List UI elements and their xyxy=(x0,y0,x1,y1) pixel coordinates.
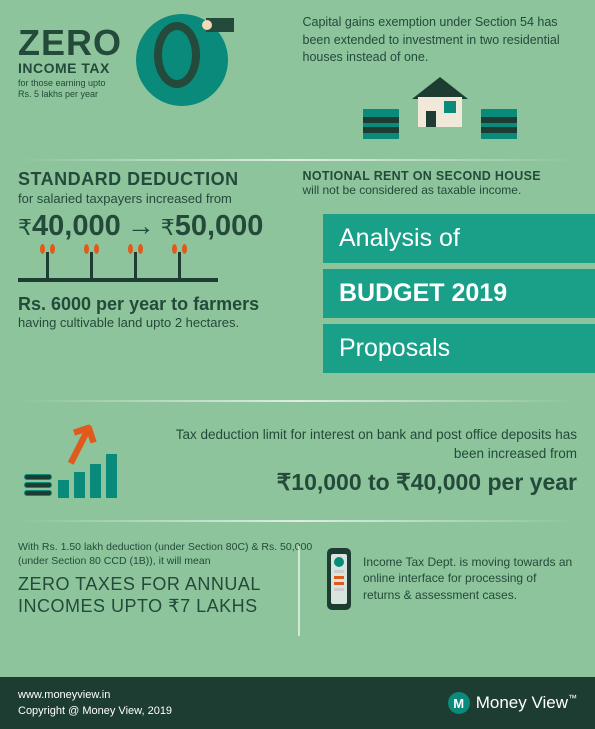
zero-heading: ZERO xyxy=(18,22,122,64)
zero-sub: for those earning upto Rs. 5 lakhs per y… xyxy=(18,78,122,100)
zero-circle-graphic xyxy=(136,14,228,106)
notional-title: NOTIONAL RENT ON SECOND HOUSE xyxy=(303,169,578,183)
tax-limit-amounts: ₹10,000 to ₹40,000 per year xyxy=(148,469,577,496)
crops-graphic xyxy=(18,278,218,282)
divider xyxy=(18,400,577,402)
farmers-amount: Rs. 6000 per year to farmers xyxy=(18,294,308,315)
footer-copyright: Copyright @ Money View, 2019 xyxy=(18,703,172,720)
title-line-1: Analysis of xyxy=(323,214,595,263)
phone-icon xyxy=(327,548,351,610)
farmers-block: Rs. 6000 per year to farmers having cult… xyxy=(18,230,308,330)
logo-icon: M xyxy=(448,692,470,714)
title-line-2: BUDGET 2019 xyxy=(323,269,595,318)
income-tax-label: INCOME TAX xyxy=(18,60,122,76)
main-title-bars: Analysis of BUDGET 2019 Proposals xyxy=(323,214,595,379)
title-line-3: Proposals xyxy=(323,324,595,373)
footer-url: www.moneyview.in xyxy=(18,687,172,704)
growth-section: ↗ Tax deduction limit for interest on ba… xyxy=(0,400,595,522)
divider xyxy=(18,520,577,522)
zero-tax-block: ZERO INCOME TAX for those earning upto R… xyxy=(18,14,293,147)
deduction-note: With Rs. 1.50 lakh deduction (under Sect… xyxy=(18,540,317,568)
capital-gains-block: Capital gains exemption under Section 54… xyxy=(293,14,578,147)
capital-gains-text: Capital gains exemption under Section 54… xyxy=(303,14,578,67)
top-row: ZERO INCOME TAX for those earning upto R… xyxy=(0,0,595,147)
footer: www.moneyview.in Copyright @ Money View,… xyxy=(0,677,595,729)
online-text: Income Tax Dept. is moving towards an on… xyxy=(363,554,577,604)
zero-taxes-block: With Rs. 1.50 lakh deduction (under Sect… xyxy=(18,540,327,618)
std-ded-title: STANDARD DEDUCTION xyxy=(18,169,293,190)
online-interface-block: Income Tax Dept. is moving towards an on… xyxy=(327,540,577,618)
zero-taxes-line-2: INCOMES UPTO ₹7 LAKHS xyxy=(18,596,317,618)
brand-name: Money View xyxy=(476,693,568,712)
growth-chart-icon: ↗ xyxy=(18,416,148,506)
vertical-divider xyxy=(298,546,300,636)
farmers-sub: having cultivable land upto 2 hectares. xyxy=(18,315,308,330)
divider xyxy=(18,159,577,161)
std-ded-sub: for salaried taxpayers increased from xyxy=(18,191,293,206)
zero-taxes-line-1: ZERO TAXES FOR ANNUAL xyxy=(18,574,317,596)
house-graphic xyxy=(303,77,578,147)
notional-sub: will not be considered as taxable income… xyxy=(303,183,578,197)
tax-limit-text: Tax deduction limit for interest on bank… xyxy=(148,426,577,464)
